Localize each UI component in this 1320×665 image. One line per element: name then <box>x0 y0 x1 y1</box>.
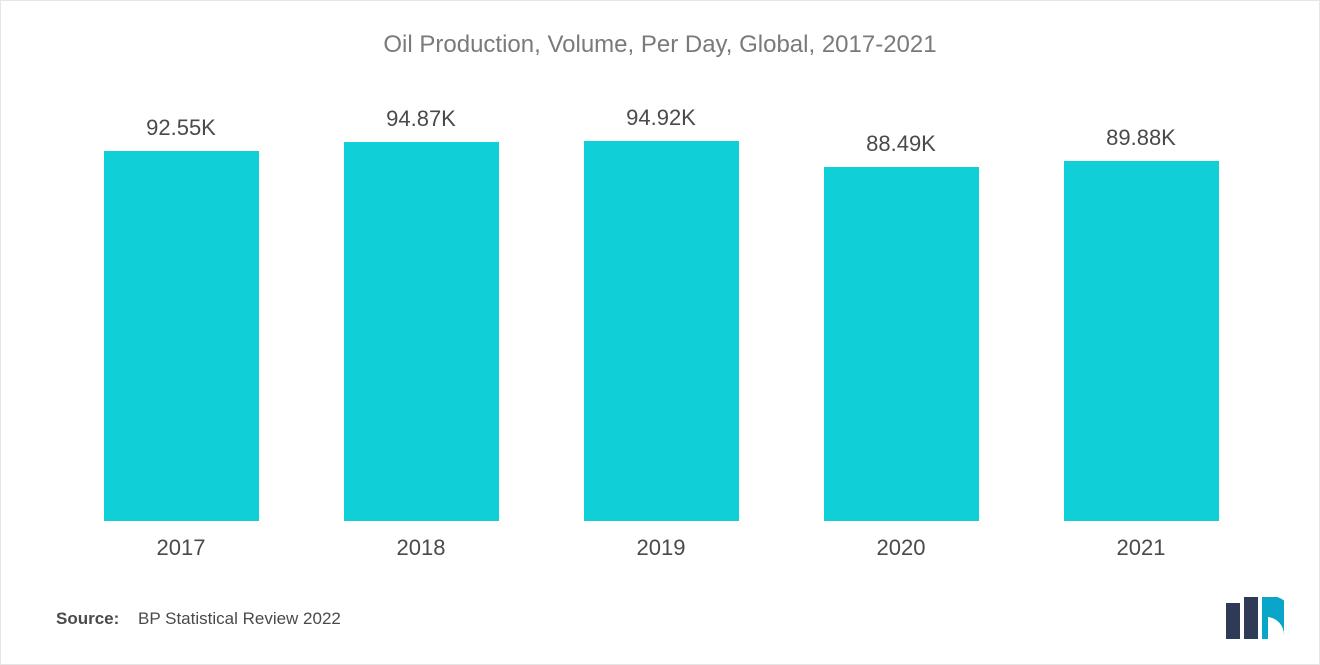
bar-group: 89.88K2021 <box>1021 121 1261 521</box>
x-axis-label: 2020 <box>781 535 1021 561</box>
bar-value-label: 89.88K <box>1021 125 1261 151</box>
bar-group: 92.55K2017 <box>61 121 301 521</box>
bar-value-label: 92.55K <box>61 115 301 141</box>
source-label: Source: <box>56 609 119 628</box>
bar <box>104 151 259 521</box>
brand-logo-icon <box>1224 597 1284 639</box>
x-axis-label: 2021 <box>1021 535 1261 561</box>
bar <box>1064 161 1219 521</box>
bar <box>584 141 739 521</box>
bar <box>344 142 499 521</box>
bar-value-label: 88.49K <box>781 131 1021 157</box>
source-line: Source: BP Statistical Review 2022 <box>56 609 341 629</box>
bar-group: 94.92K2019 <box>541 121 781 521</box>
bar-group: 94.87K2018 <box>301 121 541 521</box>
bar-value-label: 94.92K <box>541 105 781 131</box>
bar <box>824 167 979 521</box>
bar-value-label: 94.87K <box>301 106 541 132</box>
x-axis-label: 2017 <box>61 535 301 561</box>
x-axis-label: 2018 <box>301 535 541 561</box>
x-axis-label: 2019 <box>541 535 781 561</box>
plot-area: 92.55K201794.87K201894.92K201988.49K2020… <box>61 121 1261 521</box>
chart-container: Oil Production, Volume, Per Day, Global,… <box>0 0 1320 665</box>
chart-title: Oil Production, Volume, Per Day, Global,… <box>1 31 1319 59</box>
bar-group: 88.49K2020 <box>781 121 1021 521</box>
source-text: BP Statistical Review 2022 <box>138 609 341 628</box>
